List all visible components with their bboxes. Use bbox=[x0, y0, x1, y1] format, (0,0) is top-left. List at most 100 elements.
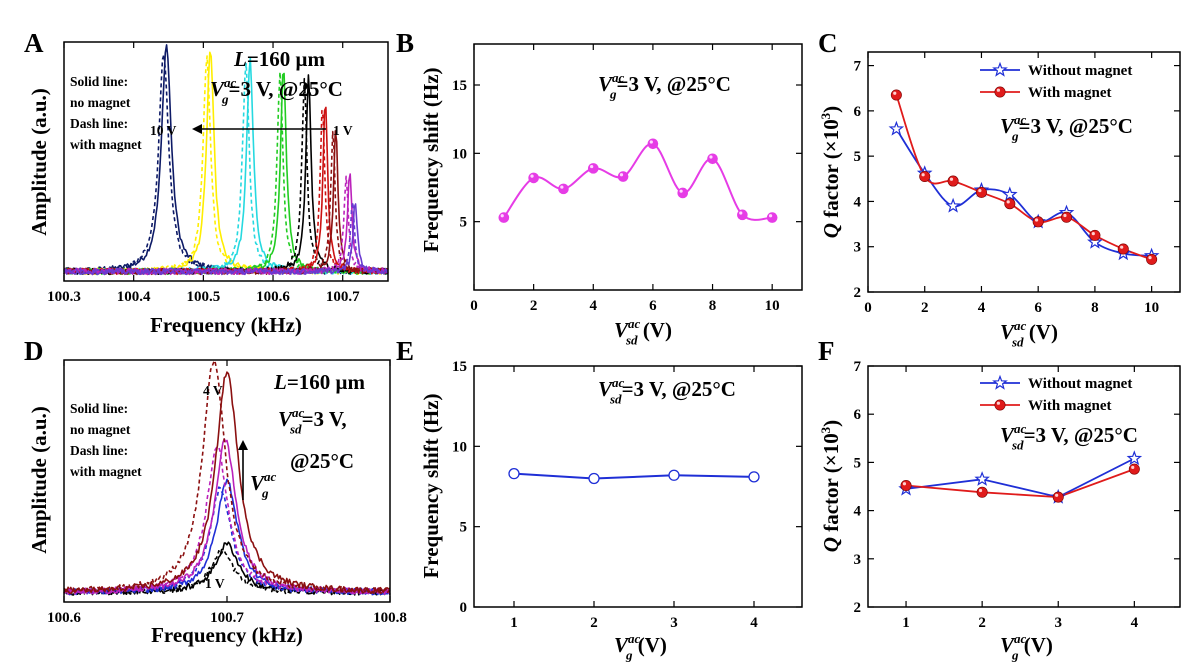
spectrum-line-dashed-1 bbox=[63, 55, 389, 275]
x-tick-label: 4 bbox=[750, 615, 758, 631]
series-1-point-8 bbox=[1117, 243, 1129, 255]
x-tick-label: 10 bbox=[765, 298, 780, 314]
y-tick-label: 5 bbox=[854, 149, 862, 165]
x-tick-label: 2 bbox=[921, 300, 929, 316]
series-0-point-7 bbox=[1087, 233, 1103, 249]
series-1-point-2-highlight bbox=[949, 177, 954, 181]
data-point-7 bbox=[707, 153, 718, 165]
series-1-point-1 bbox=[919, 171, 931, 183]
data-point-8 bbox=[737, 209, 748, 221]
data-point-highlight-0 bbox=[500, 214, 504, 218]
panel-letter-a: A bbox=[24, 28, 44, 58]
series-1-point-3-highlight bbox=[978, 188, 982, 193]
series-0-point-2 bbox=[945, 197, 961, 213]
arrow-label-right: 1 V bbox=[333, 123, 353, 138]
y-tick-label: 5 bbox=[460, 520, 468, 536]
series-1-point-4 bbox=[1004, 198, 1016, 210]
x-tick-label: 1 bbox=[902, 615, 910, 631]
series-1-point-8-highlight bbox=[1120, 245, 1124, 249]
series-1-point-4-highlight bbox=[1006, 200, 1010, 204]
legend-marker-1 bbox=[994, 86, 1006, 98]
x-tick-label: 3 bbox=[1054, 615, 1062, 631]
data-point-highlight-1 bbox=[530, 174, 534, 178]
series-0-point-4 bbox=[1001, 186, 1018, 202]
data-point-highlight-8 bbox=[739, 211, 743, 215]
panel-d: 100.6 100.7 100.8 Frequency (kHz) Amplitude … bbox=[24, 336, 407, 647]
panel-f: 1 2 3 4 2 3 4 5 6 7 Without magnet With magnet Vac sd… bbox=[818, 336, 1181, 663]
x-tick-label: 100.8 bbox=[373, 610, 407, 626]
series-1-point-1-highlight bbox=[921, 173, 925, 177]
series-0-point-0 bbox=[888, 120, 905, 136]
data-point-highlight-3 bbox=[590, 164, 594, 169]
x-tick-label: 4 bbox=[978, 300, 986, 316]
plot-frame bbox=[867, 51, 1181, 293]
data-point-0 bbox=[508, 467, 520, 480]
spectrum-line-dashed-0 bbox=[63, 549, 391, 596]
series-1-point-6-highlight bbox=[1063, 213, 1067, 218]
y-axis-label: Frequency shift (Hz) bbox=[419, 67, 443, 252]
drive-annotation: Vac g=3 V, @25°C bbox=[598, 70, 731, 101]
y-tick-label: 7 bbox=[854, 59, 862, 75]
series-1-point-0 bbox=[890, 89, 902, 101]
data-point-0 bbox=[498, 212, 510, 223]
legend-note-solid: Solid line: bbox=[70, 74, 128, 89]
data-point-1 bbox=[528, 172, 539, 184]
spectrum-line-dashed-7 bbox=[63, 175, 389, 276]
arrow-label-left: 10 V bbox=[150, 123, 177, 138]
data-point-2 bbox=[558, 183, 569, 195]
x-tick-label: 2 bbox=[978, 615, 986, 631]
data-point-5 bbox=[647, 138, 659, 150]
x-tick-label: 2 bbox=[530, 298, 538, 314]
top-label: 4 V bbox=[203, 383, 223, 398]
series-1-point-2 bbox=[947, 175, 959, 187]
series-1-point-5-highlight bbox=[1034, 218, 1039, 222]
legend-note-dash: Dash line: bbox=[70, 443, 128, 458]
legend-marker-0 bbox=[992, 374, 1008, 390]
legend-note-solid-2: no magnet bbox=[70, 95, 131, 110]
x-tick-label: 100.6 bbox=[256, 289, 290, 305]
x-tick-label: 2 bbox=[590, 615, 598, 631]
series-1-point-0-highlight bbox=[893, 91, 897, 95]
x-tick-label: 100.3 bbox=[47, 289, 81, 305]
panel-a: 100.3 100.4 100.5 100.6 100.7 Frequency (kHz)… bbox=[24, 28, 389, 337]
y-tick-label: 10 bbox=[452, 439, 467, 455]
y-tick-label: 6 bbox=[854, 104, 862, 120]
panel-letter-c: C bbox=[818, 28, 838, 58]
y-axis-label: Q factor (×103) bbox=[818, 420, 843, 552]
legend-note-solid: Solid line: bbox=[70, 401, 128, 416]
panel-letter-e: E bbox=[396, 336, 414, 366]
x-axis-label: Frequency (kHz) bbox=[151, 623, 303, 647]
y-tick-label: 3 bbox=[854, 552, 862, 568]
data-point-2 bbox=[668, 469, 680, 481]
y-axis-label: Amplitude (a.u.) bbox=[27, 406, 51, 554]
x-tick-label: 4 bbox=[1131, 615, 1139, 631]
series-1-point-2 bbox=[1052, 491, 1064, 503]
plot-frame bbox=[473, 43, 803, 291]
legend-note-dash-2: with magnet bbox=[70, 464, 142, 479]
y-tick-label: 10 bbox=[452, 146, 467, 162]
data-point-9 bbox=[766, 212, 778, 223]
series-1-point-0-highlight bbox=[902, 482, 907, 486]
y-axis-label: Amplitude (a.u.) bbox=[27, 88, 51, 236]
series-0-point-3 bbox=[1126, 450, 1143, 466]
data-point-highlight-9 bbox=[768, 214, 773, 218]
series-1-point-5 bbox=[1032, 216, 1044, 228]
x-tick-label: 8 bbox=[1091, 300, 1099, 316]
x-tick-label: 100.7 bbox=[210, 610, 244, 626]
y-tick-label: 3 bbox=[854, 240, 862, 256]
temperature-annotation: @25°C bbox=[290, 449, 354, 473]
y-tick-label: 2 bbox=[854, 600, 862, 616]
arrow-label: Vac g bbox=[250, 469, 277, 500]
legend-marker-1-highlight bbox=[996, 401, 1001, 405]
series-1-point-9 bbox=[1146, 253, 1158, 265]
legend-label-1: With magnet bbox=[1028, 85, 1111, 101]
legend-label-0: Without magnet bbox=[1028, 63, 1132, 79]
series-line-1 bbox=[905, 468, 1135, 499]
y-axis-label: Frequency shift (Hz) bbox=[419, 393, 443, 578]
panel-e: 1 2 3 4 0 5 10 15 Vac g (V) Frequency shift (Hz) E V… bbox=[396, 336, 803, 663]
gate-voltage-arrowhead bbox=[238, 440, 248, 450]
legend-note-solid-2: no magnet bbox=[70, 422, 131, 437]
series-1-point-3 bbox=[975, 186, 987, 198]
x-axis-label: Vac g (V) bbox=[1000, 631, 1053, 662]
